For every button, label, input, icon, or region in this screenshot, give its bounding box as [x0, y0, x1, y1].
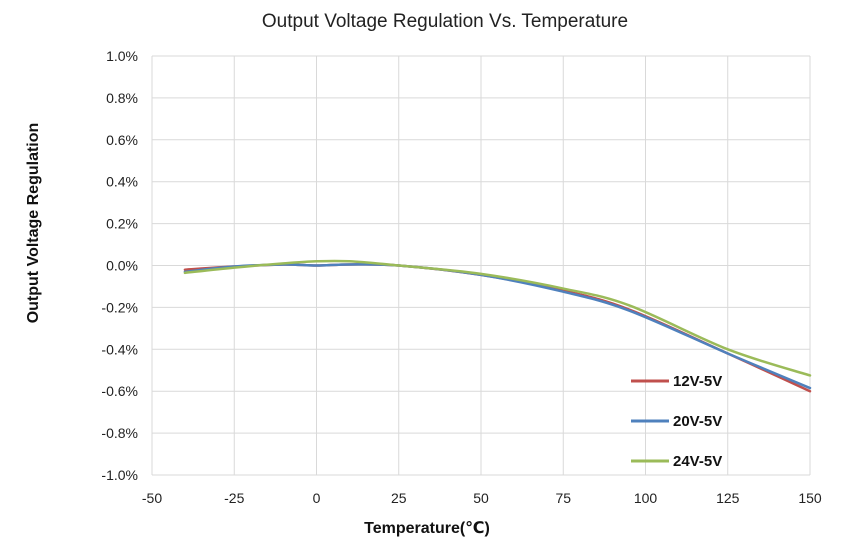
- y-tick-label: 0.6%: [106, 132, 138, 148]
- y-axis-label: Output Voltage Regulation: [25, 123, 42, 324]
- x-axis-ticks: -50 -25 0 25 50 75 100 125 150: [142, 490, 822, 506]
- series-line-20v-5v: [183, 263, 812, 390]
- x-tick-label: 0: [313, 490, 321, 506]
- series-line-24v-5v: [183, 259, 812, 377]
- y-tick-label: 0.4%: [106, 174, 138, 190]
- y-tick-label: 0.0%: [106, 258, 138, 274]
- y-tick-label: -1.0%: [101, 467, 138, 483]
- x-axis-label: Temperature(℃): [364, 520, 490, 537]
- x-tick-label: 100: [634, 490, 658, 506]
- legend-label-20v-5v: 20V-5V: [673, 413, 722, 430]
- series-lines: [183, 259, 812, 393]
- x-tick-label: 50: [473, 490, 489, 506]
- x-tick-label: 125: [716, 490, 740, 506]
- x-tick-label: 25: [391, 490, 407, 506]
- y-axis-ticks: 1.0% 0.8% 0.6% 0.4% 0.2% 0.0% -0.2% -0.4% -0.6% -…: [101, 48, 138, 483]
- y-tick-label: 0.2%: [106, 216, 138, 232]
- legend: 12V-5V 20V-5V 24V-5V: [631, 373, 722, 470]
- y-tick-label: -0.6%: [101, 383, 138, 399]
- y-tick-label: -0.4%: [101, 341, 138, 357]
- chart-title: Output Voltage Regulation Vs. Temperatur…: [262, 11, 628, 32]
- legend-label-24v-5v: 24V-5V: [673, 453, 722, 470]
- y-tick-label: -0.2%: [101, 299, 138, 315]
- legend-label-12v-5v: 12V-5V: [673, 373, 722, 390]
- x-tick-label: 75: [555, 490, 571, 506]
- x-tick-label: 150: [798, 490, 822, 506]
- x-tick-label: -50: [142, 490, 162, 506]
- x-tick-label: -25: [224, 490, 244, 506]
- y-tick-label: -0.8%: [101, 425, 138, 441]
- y-tick-label: 1.0%: [106, 48, 138, 64]
- y-tick-label: 0.8%: [106, 90, 138, 106]
- gridlines: [151, 55, 811, 476]
